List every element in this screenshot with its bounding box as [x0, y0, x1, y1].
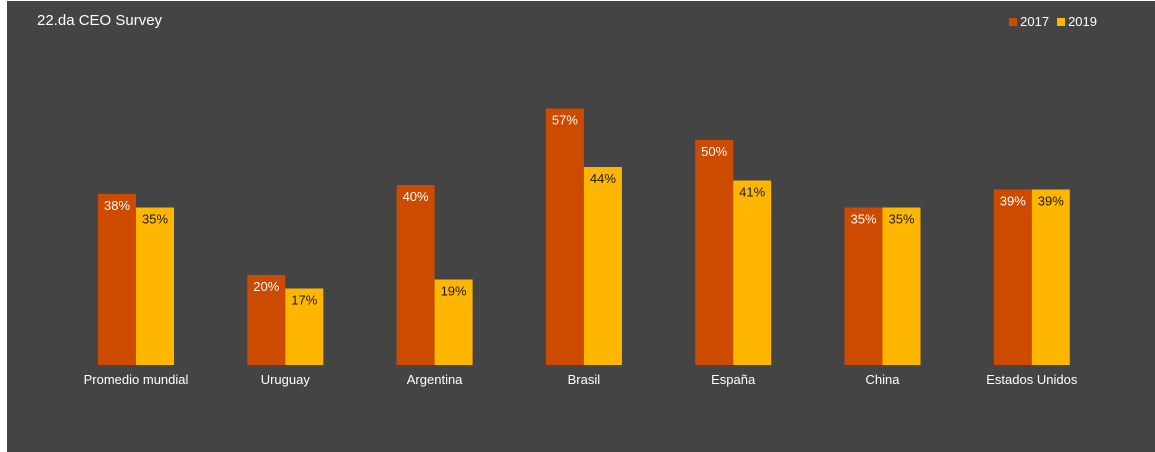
legend-label-2017: 2017: [1020, 14, 1050, 29]
bar-2017-espana: [695, 140, 734, 365]
bar-2019-promedio-mundial: [136, 207, 174, 365]
data-label-2017-espana: 50%: [701, 144, 727, 159]
data-label-2019-espana: 41%: [739, 185, 765, 200]
bar-2017-china: [844, 207, 883, 365]
data-label-2019-estados-unidos: 39%: [1038, 194, 1064, 209]
data-label-2019-promedio-mundial: 35%: [142, 212, 168, 227]
category-label-uruguay: Uruguay: [261, 372, 311, 387]
chart-title: 22.da CEO Survey: [37, 12, 163, 29]
bar-2019-uruguay: [285, 288, 324, 365]
data-label-2017-brasil: 57%: [552, 113, 578, 128]
bar-2019-brasil: [583, 167, 622, 365]
data-label-2017-argentina: 40%: [403, 189, 429, 204]
category-label-espana: España: [711, 372, 756, 387]
legend-swatch-2019: [1057, 17, 1066, 26]
data-label-2017-china: 35%: [850, 212, 876, 227]
data-label-2017-promedio-mundial: 38%: [104, 198, 130, 213]
bar-2019-espana: [733, 180, 772, 365]
category-label-brasil: Brasil: [568, 372, 601, 387]
data-label-2019-uruguay: 17%: [291, 293, 317, 308]
bar-2017-argentina: [396, 185, 435, 365]
bar-2017-uruguay: [247, 275, 286, 365]
category-label-argentina: Argentina: [407, 372, 463, 387]
category-label-promedio-mundial: Promedio mundial: [84, 372, 189, 387]
legend-label-2019: 2019: [1068, 14, 1097, 29]
data-label-2019-brasil: 44%: [590, 171, 616, 186]
bar-2019-china: [882, 207, 921, 365]
bar-2017-estados-unidos: [993, 189, 1032, 365]
data-label-2017-uruguay: 20%: [253, 279, 279, 294]
legend-swatch-2017: [1009, 17, 1018, 26]
bar-2017-brasil: [545, 108, 584, 365]
legend-item-2017: 2017: [1009, 14, 1049, 29]
data-label-2017-estados-unidos: 39%: [1000, 194, 1026, 209]
data-label-2019-argentina: 19%: [441, 284, 467, 299]
bar-chart: 38% 35% Promedio mundial 20% 17% Uruguay 40% 19…: [84, 108, 1078, 387]
legend: 2017 2019: [1005, 14, 1097, 29]
bar-2017-promedio-mundial: [98, 194, 136, 365]
bar-2019-estados-unidos: [1031, 189, 1070, 365]
data-label-2019-china: 35%: [888, 212, 914, 227]
chart-panel: 22.da CEO Survey 2017 2019 38% 35% Promedi…: [7, 1, 1155, 452]
legend-item-2019: 2019: [1057, 14, 1097, 29]
category-label-china: China: [866, 372, 901, 387]
bar-2019-argentina: [434, 279, 473, 365]
category-label-estados-unidos: Estados Unidos: [986, 372, 1078, 387]
